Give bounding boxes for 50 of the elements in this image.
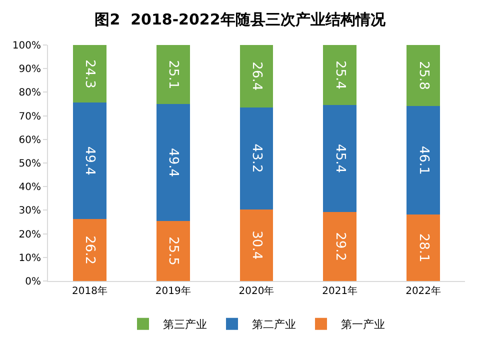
bar (156, 104, 190, 221)
y-tick-label: 30% (18, 206, 41, 217)
bar (323, 104, 357, 212)
data-label: 45.4 (332, 144, 348, 173)
y-tick-label: 80% (18, 88, 41, 99)
data-label: 25.1 (166, 60, 181, 90)
y-tick-label: 70% (18, 111, 41, 122)
data-label: 49.4 (82, 146, 98, 176)
y-tick-label: 100% (12, 40, 41, 52)
x-tick-label: 2021年 (322, 285, 358, 297)
y-tick-label: 40% (18, 182, 41, 194)
data-label: 25.5 (166, 236, 181, 266)
data-label: 24.3 (82, 59, 98, 88)
bar (156, 220, 190, 281)
bar (73, 219, 106, 281)
data-label: 26.2 (82, 236, 98, 265)
data-label: 25.8 (416, 60, 431, 90)
y-tick-label: 0% (25, 276, 41, 288)
data-label: 46.1 (416, 146, 431, 175)
bar (406, 45, 440, 106)
y-tick-label: 60% (18, 134, 41, 146)
bar (406, 214, 440, 281)
data-label: 29.2 (332, 232, 348, 262)
bar (156, 45, 190, 104)
x-tick-label: 2018年 (72, 285, 108, 297)
legend-label: 第三产业 (163, 318, 207, 332)
data-label: 28.1 (416, 233, 431, 262)
y-tick-label: 10% (18, 252, 41, 264)
legend-label: 第一产业 (341, 318, 385, 332)
data-label: 43.2 (249, 144, 264, 173)
data-label: 26.4 (249, 62, 264, 91)
bar (240, 45, 274, 108)
legend-label: 第二产业 (252, 318, 296, 332)
y-tick-label: 20% (18, 229, 41, 240)
data-label: 30.4 (249, 230, 264, 260)
bar (323, 212, 357, 281)
y-tick-label: 90% (18, 64, 41, 76)
data-label: 25.4 (332, 60, 348, 90)
bar (73, 45, 106, 103)
x-tick-label: 2020年 (238, 285, 274, 297)
chart-title: 图2 2018-2022年随县三次产业结构情况 (94, 10, 386, 28)
x-tick-label: 2019年 (155, 285, 191, 297)
bar (323, 45, 357, 105)
bar (240, 209, 274, 281)
data-label: 49.4 (166, 148, 181, 178)
bar (406, 106, 440, 215)
bar (240, 107, 274, 210)
x-tick-label: 2022年 (406, 285, 442, 297)
y-tick-label: 50% (18, 158, 41, 170)
bar (73, 102, 106, 220)
